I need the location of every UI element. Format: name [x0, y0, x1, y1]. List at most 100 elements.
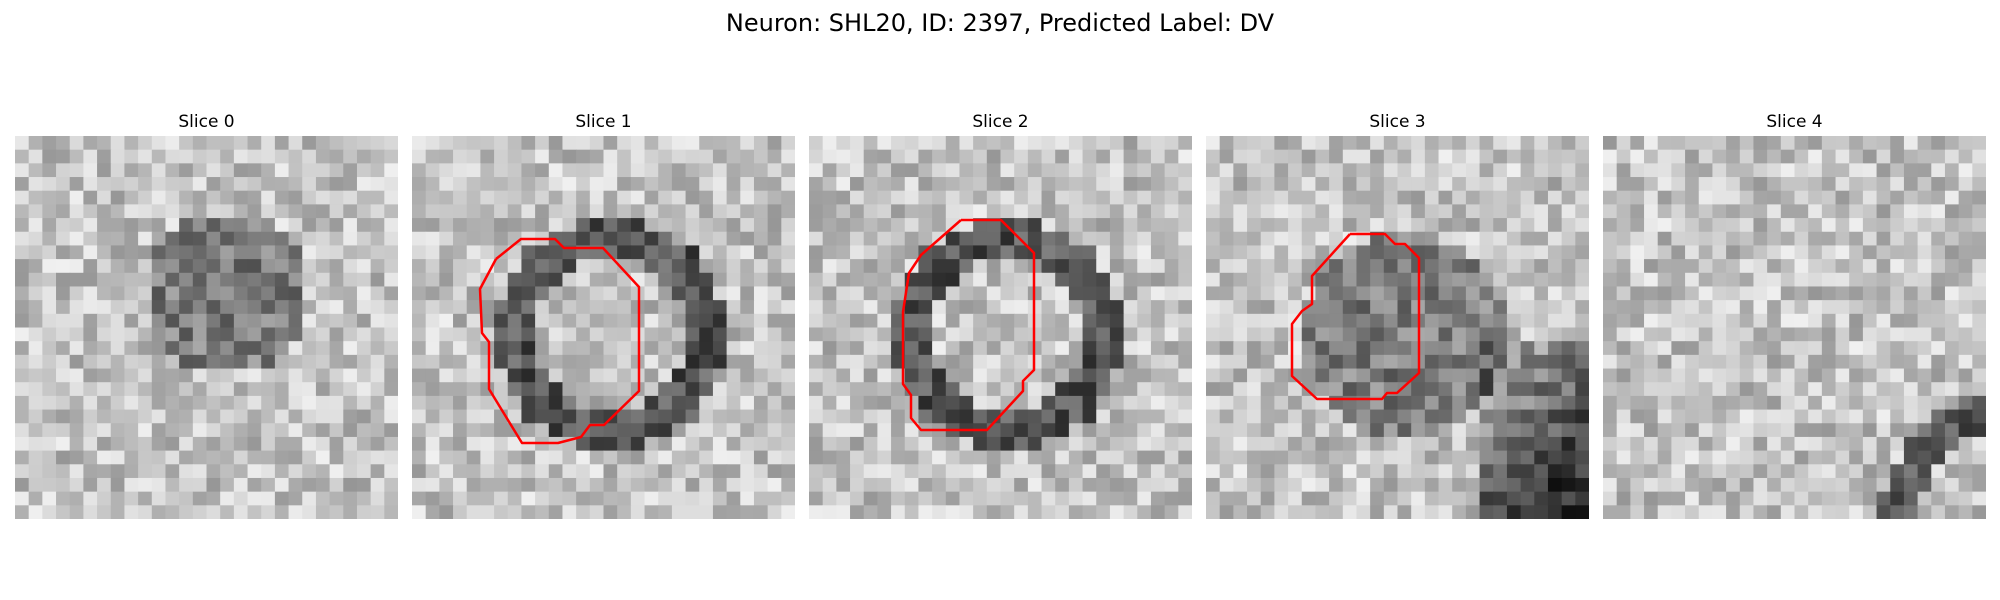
pixel	[1000, 204, 1015, 219]
pixel	[973, 354, 988, 370]
pixel	[343, 190, 358, 205]
pixel	[1712, 505, 1727, 519]
pixel	[767, 286, 782, 301]
pixel	[1109, 327, 1125, 342]
pixel	[1123, 300, 1138, 315]
pixel	[1342, 190, 1358, 205]
pixel	[562, 368, 577, 383]
slice-title: Slice 0	[178, 112, 235, 132]
pixel	[1301, 436, 1317, 452]
pixel	[288, 450, 303, 465]
pixel	[863, 450, 878, 465]
pixel	[548, 477, 564, 493]
slice-image-2	[809, 136, 1192, 519]
pixel	[1657, 218, 1672, 233]
pixel	[206, 190, 221, 205]
pixel	[412, 259, 427, 274]
pixel	[1780, 231, 1796, 247]
pixel	[124, 300, 139, 315]
pixel	[1835, 163, 1850, 178]
pixel	[1329, 163, 1344, 178]
pixel	[1644, 382, 1659, 397]
pixel	[494, 272, 509, 288]
pixel	[836, 300, 851, 315]
pixel	[1958, 218, 1973, 233]
pixel	[110, 395, 126, 411]
pixel	[767, 368, 782, 383]
pixel	[1260, 300, 1275, 315]
pixel	[809, 300, 824, 315]
pixel	[110, 436, 126, 452]
pixel	[589, 491, 605, 506]
pixel	[809, 313, 824, 329]
pixel	[1547, 505, 1563, 519]
pixel	[1383, 450, 1399, 465]
pixel	[1616, 450, 1631, 465]
pixel	[274, 286, 290, 301]
pixel	[412, 136, 427, 151]
pixel	[69, 218, 84, 233]
pixel	[1424, 218, 1440, 233]
pixel	[1137, 300, 1152, 315]
pixel	[1370, 477, 1385, 493]
pixel	[192, 259, 208, 274]
segmentation-contour	[1290, 232, 1421, 401]
pixel	[1301, 231, 1317, 247]
pixel	[1055, 450, 1070, 465]
pixel	[850, 231, 865, 247]
pixel	[1123, 286, 1138, 301]
pixel	[1849, 272, 1864, 288]
pixel	[1876, 300, 1891, 315]
pixel	[836, 382, 851, 397]
pixel	[850, 436, 865, 452]
pixel	[753, 505, 769, 519]
pixel	[945, 477, 961, 493]
pixel	[1534, 286, 1549, 301]
pixel	[165, 204, 180, 219]
pixel	[1178, 204, 1192, 219]
pixel	[1260, 341, 1275, 356]
pixel	[1260, 136, 1275, 151]
pixel	[809, 477, 824, 493]
pixel	[671, 436, 687, 452]
pixel	[1014, 368, 1029, 383]
pixel	[1178, 300, 1192, 315]
pixel	[712, 177, 728, 192]
pixel	[1206, 136, 1221, 151]
pixel	[1944, 245, 1960, 260]
pixel	[1849, 313, 1864, 329]
pixel	[1424, 245, 1440, 260]
pixel	[1534, 436, 1549, 452]
pixel	[343, 149, 358, 164]
pixel	[1260, 231, 1275, 247]
pixel	[1329, 505, 1344, 519]
pixel	[850, 327, 865, 342]
pixel	[425, 327, 440, 342]
pixel	[1520, 395, 1535, 411]
pixel	[1821, 436, 1837, 452]
pixel	[850, 423, 865, 438]
pixel	[1630, 136, 1645, 151]
pixel	[932, 409, 947, 424]
pixel	[836, 177, 851, 192]
pixel	[302, 286, 317, 301]
pixel	[220, 245, 235, 260]
pixel	[1206, 259, 1221, 274]
pixel	[1547, 204, 1563, 219]
pixel	[1862, 409, 1878, 424]
pixel	[42, 436, 57, 452]
pixel	[1561, 286, 1576, 301]
pixel	[1082, 245, 1097, 260]
pixel	[356, 149, 372, 164]
pixel	[1972, 204, 1986, 219]
pixel	[56, 395, 71, 411]
pixel	[1206, 395, 1221, 411]
pixel	[1233, 436, 1248, 452]
pixel	[1534, 245, 1549, 260]
pixel	[1260, 505, 1275, 519]
pixel	[179, 436, 194, 452]
pixel	[329, 204, 344, 219]
pixel	[1411, 368, 1426, 383]
pixel	[220, 313, 235, 329]
pixel	[576, 423, 591, 438]
